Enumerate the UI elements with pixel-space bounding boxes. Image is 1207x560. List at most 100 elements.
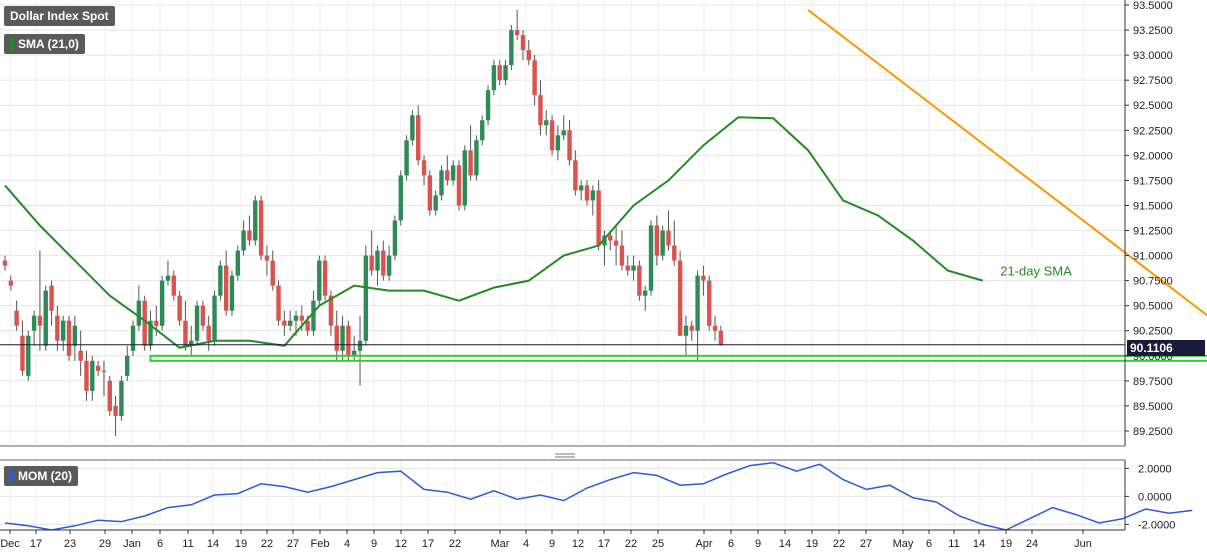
x-tick-label: 17 — [30, 538, 42, 550]
x-tick-label: Feb — [311, 538, 330, 550]
candle-body — [265, 256, 269, 261]
x-tick-label: May — [893, 538, 914, 550]
candle-body — [26, 336, 30, 376]
candle-body — [335, 326, 339, 351]
candle-body — [678, 261, 682, 336]
candle-body — [521, 35, 525, 50]
y-tick-label: 92.7500 — [1133, 75, 1173, 87]
x-tick-label: 24 — [1026, 538, 1038, 550]
candle-body — [224, 266, 228, 311]
candle-body — [422, 160, 426, 175]
candle-body — [294, 316, 298, 321]
candle-body — [177, 296, 181, 321]
candle-body — [102, 371, 106, 372]
x-tick-label: 27 — [287, 538, 299, 550]
x-tick-label: 29 — [99, 538, 111, 550]
x-tick-label: 19 — [806, 538, 818, 550]
candle-body — [649, 226, 653, 291]
chart-title: Dollar Index Spot — [4, 6, 115, 26]
candle-body — [20, 336, 24, 371]
x-tick-label: 14 — [973, 538, 985, 550]
candle-body — [684, 326, 688, 336]
candle-body — [311, 301, 315, 331]
candle-body — [49, 286, 53, 311]
candle-body — [78, 351, 82, 361]
candle-body — [433, 195, 437, 210]
candle-body — [620, 246, 624, 266]
candle-body — [404, 140, 408, 175]
candle-body — [137, 301, 141, 326]
candle-body — [3, 261, 7, 266]
candle-body — [690, 326, 694, 331]
candle-body — [271, 261, 275, 286]
candle-body — [154, 321, 158, 326]
candle-body — [591, 190, 595, 200]
mom-legend-label: MOM (20) — [18, 469, 72, 483]
candle-body — [131, 326, 135, 351]
candle-body — [614, 241, 618, 246]
candle-body — [67, 321, 71, 356]
candle-body — [160, 281, 164, 326]
candle-body — [230, 276, 234, 311]
y-tick-label: 90.7500 — [1133, 276, 1173, 288]
x-tick-label: 22 — [449, 538, 461, 550]
candle-body — [358, 341, 362, 351]
x-tick-label: 19 — [235, 538, 247, 550]
x-tick-label: 19 — [1000, 538, 1012, 550]
candle-body — [672, 246, 676, 261]
x-tick-label: 6 — [157, 538, 163, 550]
x-tick-label: Apr — [695, 538, 712, 550]
x-tick-label: Jan — [123, 538, 141, 550]
candle-body — [247, 231, 251, 241]
x-tick-label: 14 — [779, 538, 791, 550]
candle-body — [492, 65, 496, 90]
mom-tick-label: -2.0000 — [1138, 519, 1175, 531]
candle-body — [369, 256, 373, 271]
candle-body — [707, 281, 711, 326]
candle-body — [61, 321, 65, 341]
candle-body — [713, 326, 717, 331]
candle-body — [631, 266, 635, 271]
candle-body — [9, 281, 13, 286]
y-tick-label: 90.5000 — [1133, 301, 1173, 313]
candle-body — [626, 266, 630, 271]
candle-body — [195, 306, 199, 341]
candle-body — [399, 175, 403, 220]
candle-body — [317, 261, 321, 301]
y-tick-label: 93.0000 — [1133, 50, 1173, 62]
y-tick-label: 91.5000 — [1133, 200, 1173, 212]
candle-body — [236, 251, 240, 276]
x-tick-label: 22 — [833, 538, 845, 550]
candle-body — [474, 140, 478, 175]
candle-body — [655, 226, 659, 256]
x-tick-label: 9 — [371, 538, 377, 550]
candle-body — [14, 311, 18, 326]
x-tick-label: 6 — [926, 538, 932, 550]
candle-body — [509, 30, 513, 65]
mom-legend: MOM (20) — [4, 466, 78, 486]
candle-body — [108, 381, 112, 411]
x-tick-label: Dec — [0, 538, 20, 550]
candle-body — [544, 120, 548, 125]
x-tick-label: 17 — [422, 538, 434, 550]
candle-body — [457, 165, 461, 205]
candle-body — [585, 185, 589, 200]
mom-tick-label: 0.0000 — [1138, 491, 1172, 503]
candle-body — [567, 130, 571, 160]
y-tick-label: 91.7500 — [1133, 175, 1173, 187]
y-tick-label: 91.0000 — [1133, 251, 1173, 263]
candle-body — [719, 331, 723, 345]
candle-body — [550, 120, 554, 150]
sma-legend-label: SMA (21,0) — [18, 37, 79, 51]
y-tick-label: 93.5000 — [1133, 0, 1173, 12]
candle-body — [282, 321, 286, 326]
candle-body — [288, 321, 292, 326]
x-tick-label: 9 — [755, 538, 761, 550]
candle-body — [73, 326, 77, 346]
candle-body — [166, 276, 170, 281]
candle-body — [498, 65, 502, 80]
candle-body — [445, 170, 449, 180]
last-price-label: 90.1106 — [1130, 341, 1173, 355]
candle-body — [527, 50, 531, 60]
